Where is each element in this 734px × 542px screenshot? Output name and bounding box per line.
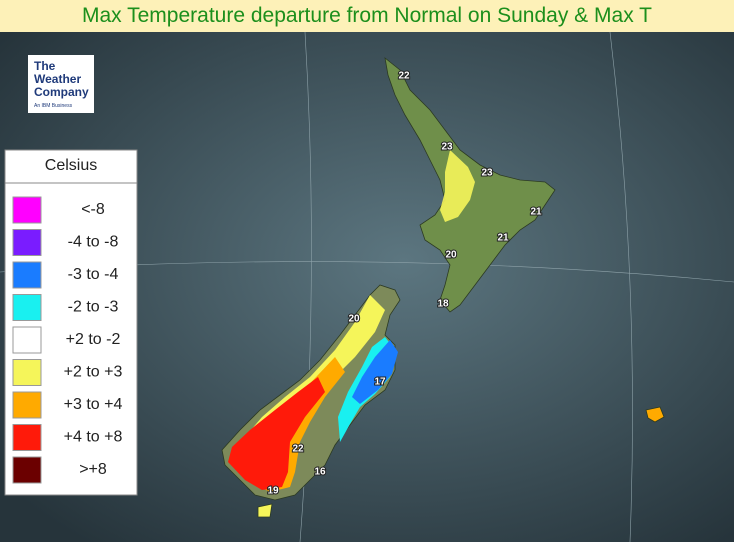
- temperature-label: 21: [497, 233, 509, 244]
- stewart-island: [257, 503, 273, 518]
- logo-line: The: [34, 59, 56, 73]
- legend-label: -3 to -4: [68, 266, 119, 283]
- logo-line: Weather: [34, 72, 81, 86]
- legend-label: +2 to +3: [64, 364, 123, 381]
- temperature-label: 20: [348, 314, 360, 325]
- legend-swatch: [12, 424, 42, 451]
- legend-swatch: [12, 229, 42, 256]
- graticule: [609, 32, 633, 542]
- legend-swatch: [12, 359, 42, 386]
- chatham-islands: [645, 406, 665, 423]
- legend-label: -2 to -3: [68, 299, 119, 316]
- temperature-label: 16: [314, 467, 326, 478]
- temperature-label: 21: [530, 207, 542, 218]
- legend-swatch: [12, 456, 42, 484]
- temperature-label: 18: [437, 299, 449, 310]
- temperature-label: 23: [441, 142, 453, 153]
- east-blue-zone: [352, 340, 398, 404]
- title: Max Temperature departure from Normal on…: [0, 0, 734, 32]
- legend-title: Celsius: [45, 157, 97, 174]
- legend-label: +4 to +8: [64, 429, 123, 446]
- legend-swatch: [12, 294, 42, 321]
- legend-swatch: [12, 326, 42, 354]
- logo: [28, 55, 94, 113]
- legend-label: +3 to +4: [64, 396, 123, 413]
- temperature-label: 22: [398, 71, 410, 82]
- temperature-label: 17: [374, 377, 386, 388]
- legend-swatch: [12, 196, 42, 224]
- legend-label: -4 to -8: [68, 234, 119, 251]
- legend-items: <-8 -4 to -8 -3 to -4 -2 to -3 +2 to -2 +2 to…: [12, 196, 123, 484]
- west-red-zone: [228, 377, 325, 490]
- temperature-labels: 22 23 23 21 21 20 18 20 17 22 16 19: [266, 70, 543, 498]
- logo-line: Company: [34, 85, 89, 99]
- legend-label: <-8: [81, 201, 105, 218]
- legend-swatch: [12, 391, 42, 419]
- temperature-label: 20: [445, 250, 457, 261]
- temperature-label: 23: [481, 168, 493, 179]
- north-warm-zone: [440, 150, 475, 222]
- legend-swatch: [12, 261, 42, 289]
- temperature-label: 22: [292, 444, 304, 455]
- legend-label: >+8: [79, 461, 107, 478]
- legend-label: +2 to -2: [66, 331, 121, 348]
- temperature-label: 19: [267, 486, 279, 497]
- logo-line: An IBM Business: [34, 103, 73, 109]
